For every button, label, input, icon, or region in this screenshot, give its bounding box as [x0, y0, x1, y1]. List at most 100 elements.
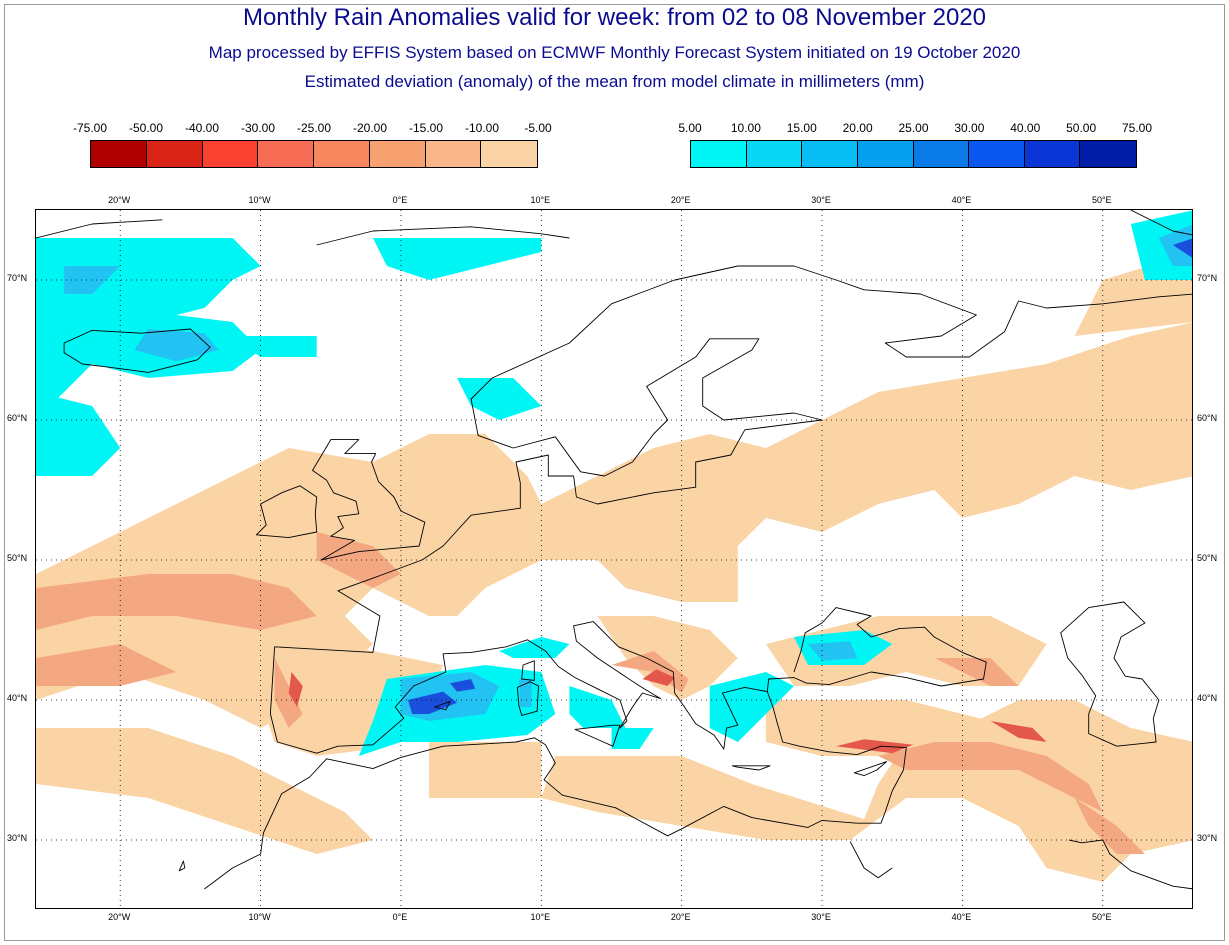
map-subtitle: Map processed by EFFIS System based on E…	[208, 43, 1021, 62]
dry-anomaly-light-area	[36, 322, 1192, 728]
longitude-tick-label: 40°E	[951, 195, 972, 205]
coastline-europe-north	[274, 265, 1192, 653]
coastline-africa-north	[204, 691, 907, 890]
coastline-greenland	[36, 219, 163, 239]
latitude-tick-label: 50°N	[7, 553, 28, 563]
longitude-tick-label: 30°E	[811, 912, 831, 922]
longitude-tick-label: 50°E	[1091, 195, 1112, 205]
wet-anomaly-light-area	[372, 238, 542, 280]
legend-swatch	[481, 141, 537, 167]
latitude-tick-label: 30°N	[7, 833, 28, 843]
map-title: Monthly Rain Anomalies valid for week: f…	[242, 4, 987, 31]
legend-swatch	[913, 141, 970, 167]
anomaly-map	[35, 209, 1193, 909]
latitude-tick-label: 70°N	[7, 273, 28, 283]
legend-swatch	[746, 141, 803, 167]
graticule	[36, 210, 1192, 908]
legend-label: 5.00	[678, 121, 702, 135]
coastline-mediterranean	[269, 607, 987, 754]
legend-label: -20.00	[352, 121, 388, 135]
wet-anomaly-moderate-area	[518, 679, 532, 707]
legend-swatch	[691, 141, 747, 167]
wet-anomaly-light-area	[232, 336, 317, 357]
coastline-red-sea-north	[849, 841, 893, 879]
dry-anomaly-moderate-area	[316, 532, 401, 588]
legend-swatch	[91, 141, 147, 167]
longitude-tick-label: 10°E	[530, 195, 551, 205]
coastline-great-britain	[312, 439, 426, 561]
wet-anomaly-light-area	[569, 686, 626, 728]
legend-swatch	[1080, 141, 1136, 167]
legend-label: -75.00	[72, 121, 108, 135]
longitude-tick-label: 10°W	[248, 912, 271, 922]
coastline-ireland	[255, 485, 318, 539]
wet-anomaly-strong-area	[450, 679, 476, 692]
coastline-corsica	[521, 660, 535, 681]
legend-label: 25.00	[898, 121, 929, 135]
coastline-iceland	[63, 328, 211, 373]
longitude-tick-label: 10°W	[248, 195, 271, 205]
legend-label: 10.00	[730, 121, 761, 135]
legend-label: 20.00	[842, 121, 873, 135]
wet-anomaly-moderate-area	[134, 329, 219, 362]
longitude-tick-label: 0°E	[392, 195, 408, 205]
longitude-tick-label: 40°E	[951, 912, 972, 922]
longitude-tick-label: 30°E	[811, 195, 831, 205]
legend-label: -30.00	[240, 121, 276, 135]
longitude-tick-label: 20°E	[670, 912, 691, 922]
coastline-cyprus	[853, 761, 888, 777]
wet-anomaly-light-area	[36, 392, 121, 476]
longitude-tick-label: 20°W	[108, 912, 131, 922]
dry-anomaly-strong-area	[990, 721, 1047, 742]
map-canvas	[36, 210, 1192, 908]
latitude-tick-label: 50°N	[1197, 553, 1218, 563]
wet-anomaly-strong-area	[1172, 238, 1192, 258]
dry-anomaly-moderate-area	[878, 742, 1103, 812]
legend-label: -25.00	[296, 121, 332, 135]
dry-anomaly-strong-area	[836, 739, 914, 754]
longitude-tick-label: 50°E	[1091, 912, 1112, 922]
wet-anomaly-light-area	[709, 672, 794, 742]
dry-anomaly-strong-area	[642, 669, 675, 686]
wet-anomaly-light-area	[499, 637, 570, 658]
legend-swatch	[1024, 141, 1081, 167]
legend-label: -15.00	[408, 121, 444, 135]
dry-anomaly-light-area	[597, 616, 738, 700]
legend-label: -50.00	[128, 121, 164, 135]
coastline-sicily	[574, 724, 621, 747]
dry-anomaly-moderate-area	[36, 574, 317, 630]
legend-label: 15.00	[786, 121, 817, 135]
coastline-novaya-zemlya	[1130, 210, 1192, 236]
wet-anomaly-light-area	[611, 728, 654, 749]
dry-anomaly-moderate-areas	[36, 532, 1145, 854]
legend-negative-swatches	[90, 140, 538, 168]
dry-anomaly-light-areas	[36, 252, 1192, 882]
wet-anomaly-moderate-area	[808, 641, 858, 661]
legend-swatch	[969, 141, 1025, 167]
coastline-persian-gulf	[1069, 839, 1192, 890]
latitude-tick-label: 40°N	[1197, 693, 1218, 703]
legend-swatch	[425, 141, 482, 167]
dry-anomaly-light-area	[429, 742, 542, 798]
legend-swatch	[258, 141, 314, 167]
legend-positive-swatches	[690, 140, 1137, 168]
legend-swatch	[857, 141, 914, 167]
dry-anomaly-moderate-area	[36, 644, 177, 686]
coastline-caspian-sea	[1060, 601, 1160, 747]
coastline-crete	[731, 765, 771, 771]
legend-label: 30.00	[954, 121, 985, 135]
coastline-mallorca	[434, 700, 451, 711]
longitude-tick-label: 20°E	[670, 195, 691, 205]
dry-anomaly-moderate-area	[1074, 798, 1145, 854]
legend-label: 40.00	[1010, 121, 1041, 135]
dry-anomaly-moderate-area	[274, 658, 303, 728]
legend-label: -5.00	[524, 121, 552, 135]
legend-swatch	[369, 141, 426, 167]
legend-swatch	[202, 141, 259, 167]
latitude-tick-label: 30°N	[1197, 833, 1218, 843]
coastline-arctic-edge	[316, 226, 570, 246]
longitude-tick-label: 0°E	[392, 912, 408, 922]
latitude-tick-label: 60°N	[7, 413, 28, 423]
dry-anomaly-strong-areas	[288, 669, 1047, 754]
legend-label: 75.00	[1121, 121, 1153, 135]
